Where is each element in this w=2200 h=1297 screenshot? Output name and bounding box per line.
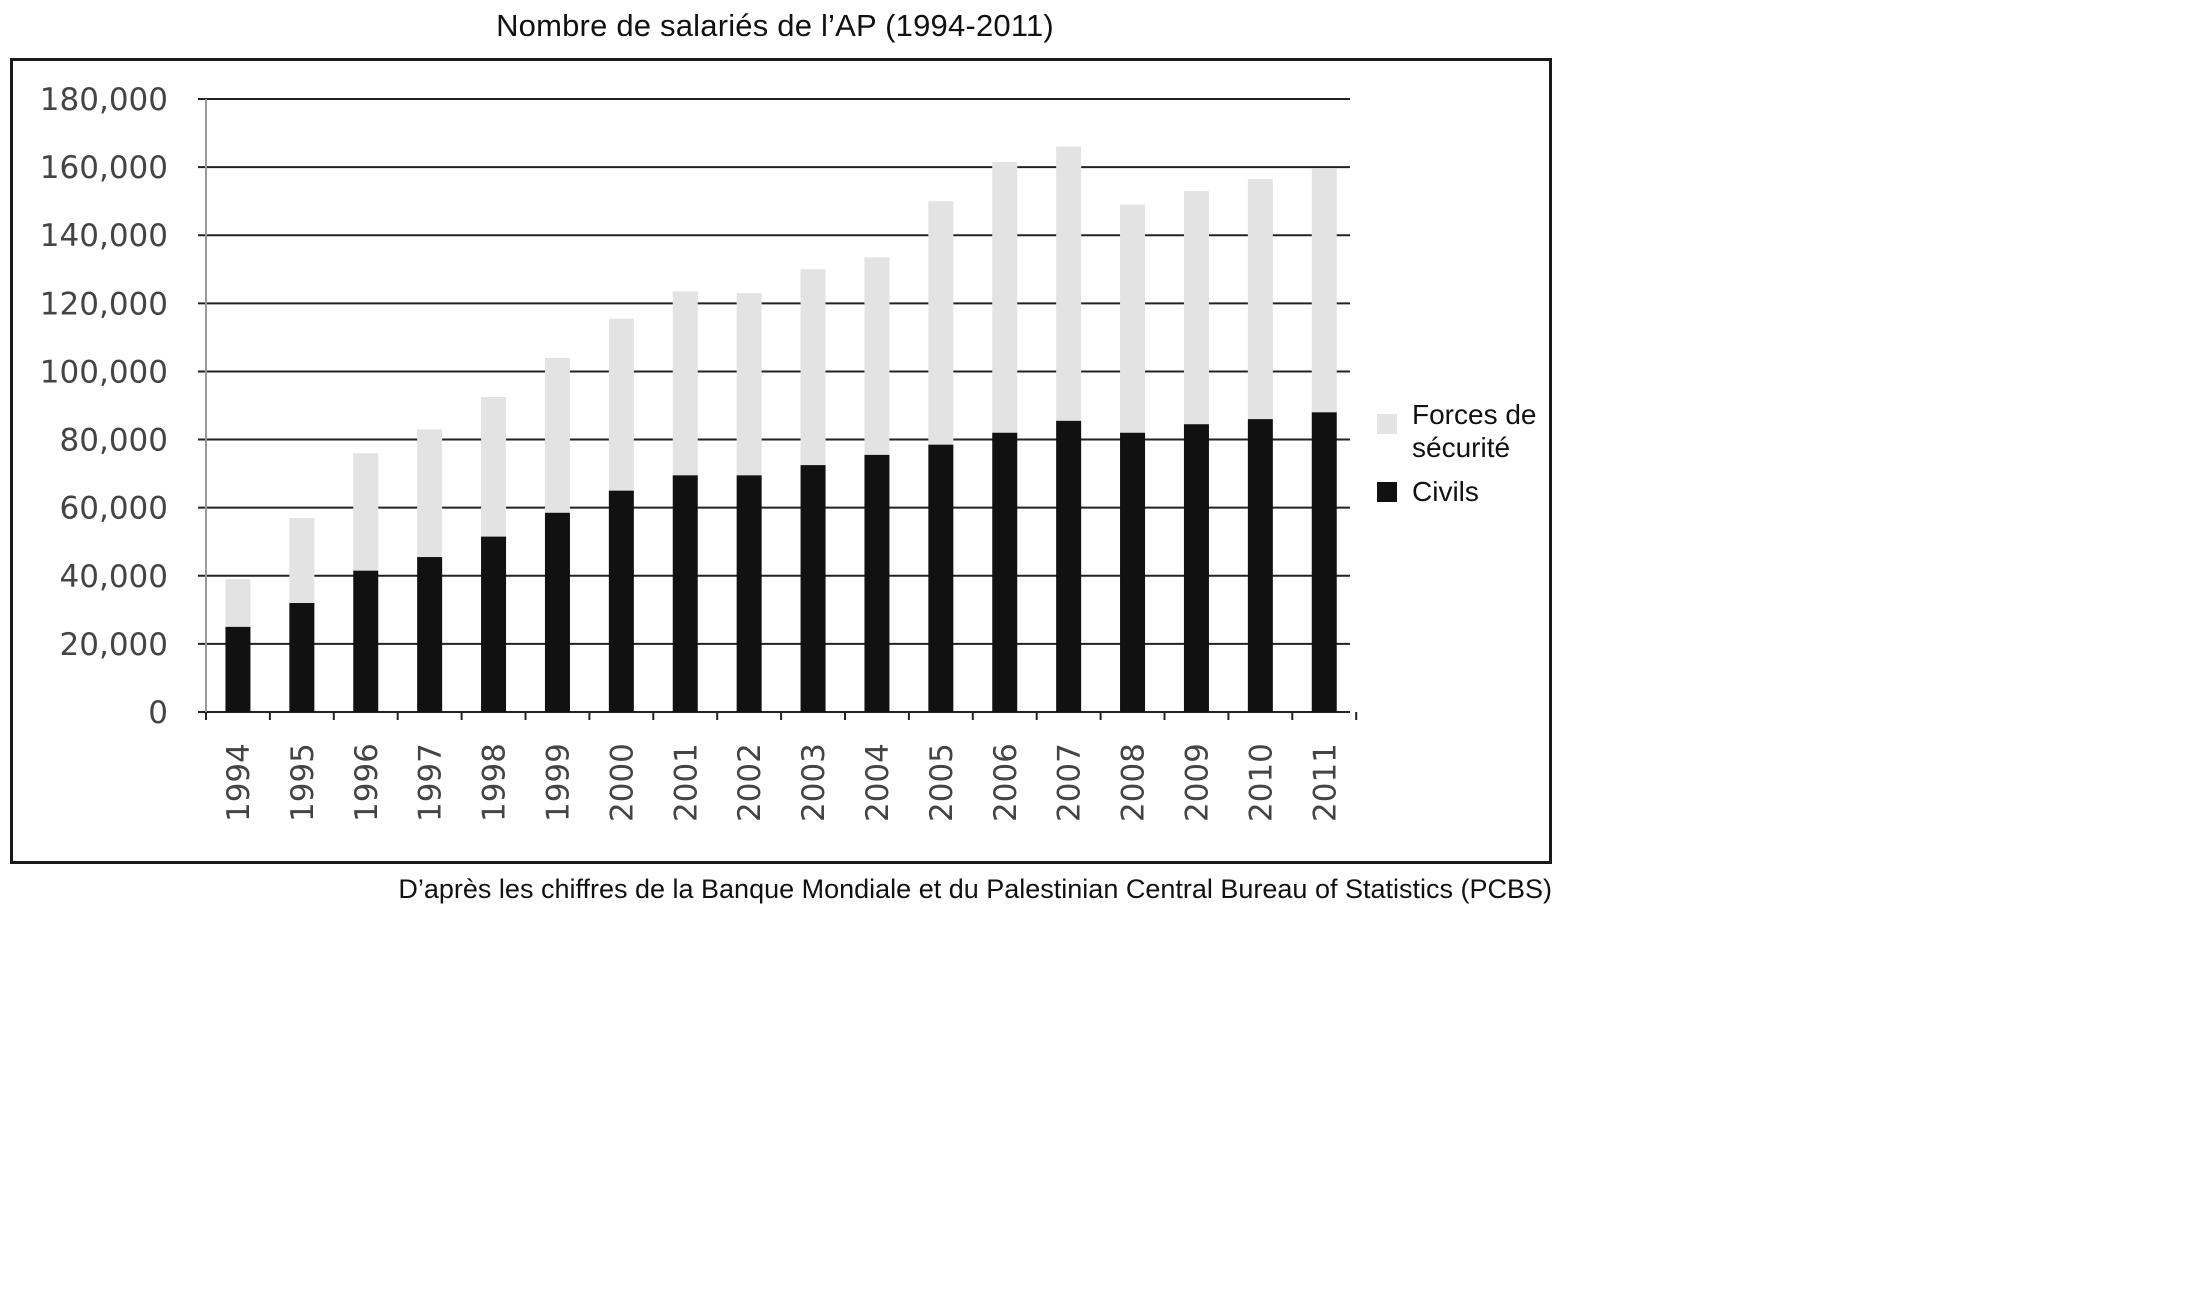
y-tick-label: 0	[148, 695, 168, 731]
bar-securite-2008	[1120, 204, 1146, 433]
bar-civils-2010	[1247, 419, 1273, 712]
bar-civils-2006	[992, 432, 1018, 712]
y-tick-label: 20,000	[60, 627, 168, 663]
bar-securite-2001	[672, 291, 698, 476]
bar-civils-1998	[481, 536, 507, 712]
x-tick-label-2003: 2003	[796, 743, 832, 822]
legend-swatch-securite	[1377, 414, 1397, 434]
bar-securite-2003	[800, 269, 826, 466]
bar-securite-1996	[353, 453, 379, 571]
x-tick-label-2008: 2008	[1116, 743, 1152, 822]
bar-civils-1997	[417, 557, 443, 712]
bar-securite-2009	[1183, 190, 1209, 425]
bar-civils-1994	[225, 626, 251, 712]
y-tick-label: 60,000	[60, 491, 168, 527]
y-tick-label: 40,000	[60, 559, 168, 595]
legend-label-securite-line2: sécurité	[1412, 432, 1510, 463]
bar-securite-2010	[1247, 179, 1273, 420]
legend-label-civils: Civils	[1412, 476, 1479, 507]
y-tick-label: 120,000	[40, 286, 168, 322]
bar-civils-2003	[800, 465, 826, 712]
bar-civils-2009	[1183, 424, 1209, 712]
bar-securite-2005	[928, 201, 954, 445]
x-tick-label-1998: 1998	[477, 743, 513, 822]
bar-civils-1995	[289, 603, 315, 712]
chart-source-note: D’après les chiffres de la Banque Mondia…	[398, 874, 1552, 904]
bar-civils-1996	[353, 570, 379, 712]
x-tick-label-2009: 2009	[1179, 743, 1215, 822]
x-tick-label-2001: 2001	[668, 743, 704, 822]
x-tick-label-1995: 1995	[285, 743, 321, 822]
bar-securite-1995	[289, 517, 315, 604]
x-tick-label-2010: 2010	[1243, 743, 1279, 822]
x-tick-label-2005: 2005	[924, 743, 960, 822]
legend-label-securite-line1: Forces de	[1412, 399, 1537, 430]
x-tick-label-2011: 2011	[1307, 743, 1343, 822]
x-tick-label-2002: 2002	[732, 743, 768, 822]
y-tick-label: 180,000	[40, 82, 168, 118]
x-tick-label-1997: 1997	[413, 743, 449, 822]
x-tick-label-1994: 1994	[221, 743, 257, 822]
x-tick-label-2000: 2000	[604, 743, 640, 822]
bar-civils-2000	[608, 490, 634, 712]
bar-civils-2011	[1311, 412, 1337, 712]
bar-civils-2007	[1056, 420, 1082, 712]
chart-frame	[10, 58, 1552, 864]
x-tick-label-2006: 2006	[988, 743, 1024, 822]
x-tick-label-1996: 1996	[349, 743, 385, 822]
bar-securite-1998	[481, 396, 507, 537]
bar-civils-2005	[928, 444, 954, 712]
y-tick-label: 160,000	[40, 150, 168, 186]
x-tick-label-2007: 2007	[1052, 743, 1088, 822]
bar-securite-1994	[225, 579, 251, 627]
y-tick-label: 140,000	[40, 218, 168, 254]
x-tick-label-2004: 2004	[860, 743, 896, 822]
bar-securite-1997	[417, 429, 443, 558]
bar-securite-2007	[1056, 146, 1082, 421]
bar-securite-2000	[608, 318, 634, 491]
legend-swatch-civils	[1377, 482, 1397, 502]
bar-civils-1999	[544, 512, 570, 712]
chart-title: Nombre de salariés de l’AP (1994-2011)	[496, 8, 1054, 43]
bar-securite-1999	[544, 357, 570, 513]
bar-civils-2002	[736, 475, 762, 712]
bar-securite-2006	[992, 162, 1018, 433]
bar-civils-2001	[672, 475, 698, 712]
bar-civils-2004	[864, 454, 890, 712]
y-tick-label: 80,000	[60, 423, 168, 459]
bar-securite-2002	[736, 293, 762, 476]
bar-securite-2011	[1311, 168, 1337, 413]
bar-civils-2008	[1120, 432, 1146, 712]
x-tick-label-1999: 1999	[540, 743, 576, 822]
y-tick-label: 100,000	[40, 354, 168, 390]
bar-securite-2004	[864, 257, 890, 455]
